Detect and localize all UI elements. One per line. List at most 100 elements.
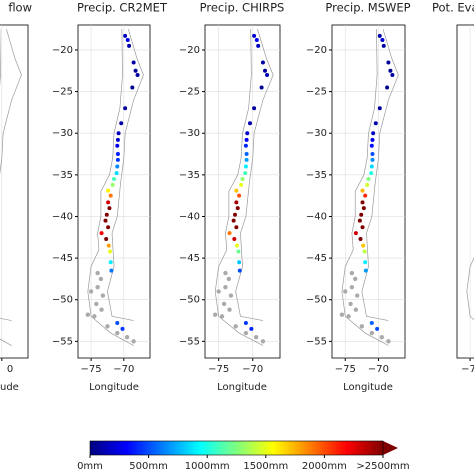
station-point [259, 85, 264, 90]
colorbar-step [336, 441, 340, 455]
station-point [244, 157, 249, 162]
y-tick-label: −30 [52, 128, 73, 139]
station-point [227, 231, 232, 236]
gray-point [243, 330, 249, 336]
gray-point [227, 307, 232, 312]
y-tick-label: −50 [179, 295, 200, 306]
colorbar-step [259, 441, 264, 455]
station-point [109, 268, 114, 273]
colorbar-step [213, 441, 217, 455]
x-tick-label: −7 [461, 364, 474, 375]
colorbar-step [333, 441, 337, 455]
station-point [260, 60, 265, 65]
y-tick-label: −55 [306, 336, 327, 347]
colorbar-extend [383, 441, 398, 455]
gray-point [213, 312, 218, 317]
x-axis-label: Longitude [217, 382, 267, 393]
colorbar-tick-label: 2000mm [302, 461, 347, 472]
station-point [386, 60, 391, 65]
gray-point [95, 270, 100, 276]
station-point [104, 236, 109, 241]
station-point [380, 37, 385, 42]
coastline [0, 29, 22, 321]
station-point [363, 193, 368, 198]
colorbar-step [116, 441, 120, 455]
y-tick-label: −25 [179, 87, 200, 98]
gray-point [349, 285, 355, 290]
colorbar-step [198, 441, 202, 455]
colorbar-step [110, 441, 114, 455]
x-axis-label: Longitude [89, 382, 139, 393]
gray-point [355, 293, 360, 298]
map-panel: 0 flow ude [0, 1, 32, 393]
station-point [244, 137, 249, 142]
colorbar-step [339, 441, 343, 455]
colorbar-step [151, 441, 155, 455]
y-tick-label: −50 [52, 295, 73, 306]
x-tick-label: −75 [335, 364, 356, 375]
coastline [214, 29, 264, 346]
colorbar-step [98, 441, 103, 455]
colorbar-step [210, 441, 214, 455]
colorbar-step [309, 441, 314, 455]
colorbar-step [95, 441, 100, 455]
colorbar-step [268, 441, 273, 455]
coastline [87, 29, 134, 346]
station-point [115, 137, 120, 142]
station-point [106, 243, 111, 248]
station-point [108, 193, 113, 198]
station-point [115, 143, 120, 148]
station-point [375, 326, 380, 331]
colorbar-tick-label: 0mm [77, 461, 103, 472]
station-point [362, 249, 367, 254]
station-point [243, 171, 248, 176]
y-tick-label: −35 [306, 170, 327, 181]
map-panel: −20 −25 −30 −35 −40 −45 −50 −55 −75 −70 Precip. MS… [306, 1, 411, 394]
station-point [388, 68, 393, 73]
colorbar-step [315, 441, 320, 455]
x-axis-label: Longitude [343, 382, 393, 393]
x-tick-label: 0 [7, 364, 13, 375]
gray-point [223, 270, 228, 276]
y-tick-label: −35 [52, 170, 73, 181]
panel-title: flow [8, 1, 32, 15]
gray-point [253, 334, 259, 340]
colorbar-step [160, 441, 164, 455]
colorbar-step [251, 441, 255, 455]
gray-point [339, 312, 345, 317]
colorbar-step [286, 441, 290, 455]
station-point [106, 200, 111, 205]
colorbar-step [218, 441, 223, 455]
colorbar-step [353, 441, 358, 455]
panel-title: Precip. MSWEP [325, 1, 410, 15]
colorbar-step [303, 441, 308, 455]
station-point [99, 231, 104, 236]
colorbar-step [142, 441, 147, 455]
station-point [385, 85, 390, 90]
station-point [252, 33, 257, 38]
gray-point [105, 324, 110, 329]
station-point [234, 188, 239, 193]
colorbar: 0mm 500mm 1000mm 1500mm 2000mm >2500mm [77, 440, 410, 472]
colorbar-step [163, 441, 167, 455]
y-tick-label: −40 [306, 211, 327, 222]
panel-frame [0, 24, 29, 359]
colorbar-step [254, 441, 258, 455]
panel-title: Pot. Eva [432, 1, 474, 15]
station-point [123, 33, 128, 38]
station-point [135, 72, 140, 77]
colorbar-step [174, 441, 179, 455]
station-point [237, 268, 242, 273]
coastline [361, 29, 399, 321]
y-tick-label: −45 [306, 253, 327, 264]
colorbar-step [128, 441, 132, 455]
station-point [108, 260, 113, 265]
station-point [133, 68, 138, 73]
station-point [369, 143, 374, 148]
map-panel: −20 −25 −30 −35 −40 −45 −50 −55 −75 −70 Precip. CH… [179, 1, 284, 394]
station-point [232, 236, 237, 241]
colorbar-step [154, 441, 158, 455]
panel-frame [77, 24, 151, 359]
station-point [240, 177, 245, 182]
station-point [243, 164, 248, 169]
